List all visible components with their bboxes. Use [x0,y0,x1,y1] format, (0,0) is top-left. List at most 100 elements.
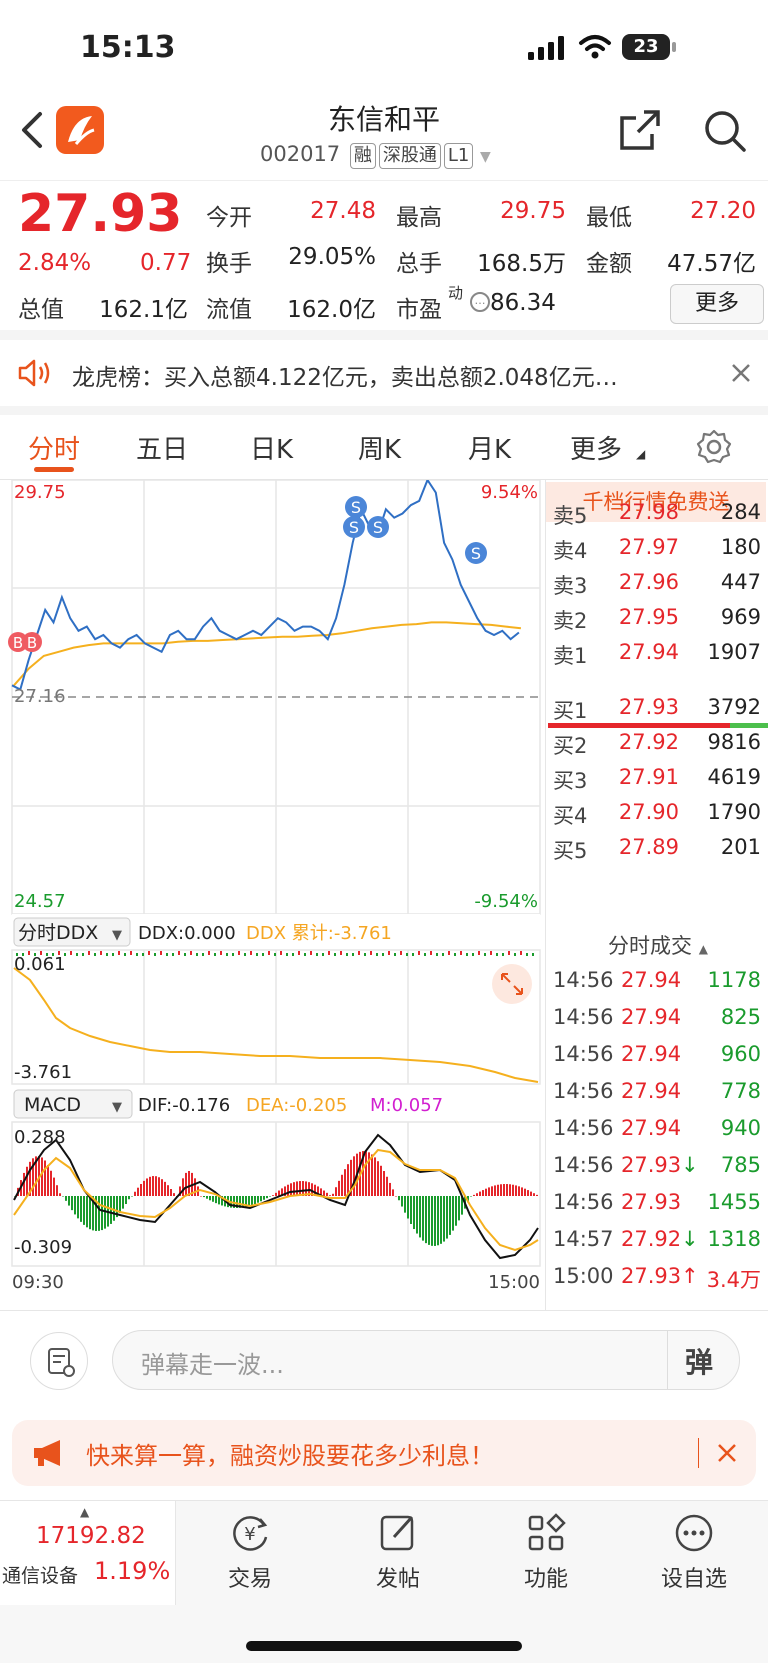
ask-row[interactable]: 卖3 27.96 447 [553,564,763,601]
last-price: 27.93 [18,184,183,244]
stat-value-mktcap: 162.1亿 [99,297,188,323]
ask-row[interactable]: 卖5 27.98 284 [553,494,763,531]
macd-bar [518,1186,520,1196]
macd-bar [209,1196,211,1201]
bid-row[interactable]: 买5 27.89 201 [553,829,763,866]
buy-marker[interactable]: B [22,632,42,652]
spacer [0,406,768,415]
ddx-bar [214,953,216,956]
buy-marker[interactable]: B [8,632,28,652]
battery-icon: 23 [622,34,670,60]
macd-selector[interactable] [13,1089,133,1119]
trade-time: 14:56 [553,968,614,992]
macd-dea: DEA:-0.205 [246,1095,347,1116]
macd-bar [119,1196,121,1214]
intraday-chart[interactable]: 29.75 9.54% 27.16 24.57 -9.54% B B S S S… [0,480,545,1310]
macd-dif-line [13,1133,539,1260]
ask-level: 卖3 [553,574,588,598]
tab-more[interactable]: 更多 [570,435,623,465]
add-watchlist-button[interactable]: 设自选 [644,1511,744,1593]
settings-gear-icon[interactable] [696,429,732,465]
back-icon[interactable] [16,110,46,150]
function-button[interactable]: 功能 [496,1511,596,1593]
ask-row[interactable]: 卖1 27.94 1907 [553,634,763,671]
y-high-label: 29.75 [14,482,66,503]
macd-bar [446,1196,448,1239]
macd-bar [95,1196,97,1231]
danmu-toggle-icon[interactable]: 弹 [685,1346,714,1379]
macd-bar [272,1195,274,1196]
close-icon[interactable] [716,1442,738,1464]
ask-row[interactable]: 卖4 27.97 180 [553,529,763,566]
macd-bar [236,1196,238,1208]
stat-value-low: 27.20 [690,198,756,224]
app-logo [56,106,104,154]
depth-promo-button[interactable]: 千档行情免费送 [546,482,766,522]
document-settings-icon [48,1348,75,1377]
sell-marker[interactable]: S [465,542,487,564]
stock-code: 002017 [260,142,341,166]
macd-bar [125,1196,127,1205]
sell-marker[interactable]: S [343,516,365,538]
bid-row[interactable]: 买2 27.92 9816 [553,724,763,761]
expand-icon[interactable] [492,964,532,1004]
danmu-settings-button[interactable] [30,1332,88,1390]
trade-volume: 785 [720,1153,761,1177]
ddx-bar [148,951,150,955]
trades-title[interactable]: 分时成交 ▲ [553,930,763,960]
tab-5day[interactable]: 五日 [136,435,189,465]
sell-marker[interactable]: S [367,516,389,538]
ddx-selector[interactable] [13,917,131,947]
bottom-toolbar: ▲ 17192.82 通信设备 1.19% ¥ 交易 发帖 功能 设自选 [0,1500,768,1663]
ddx-bar [184,953,186,956]
tab-weekly-k[interactable]: 周K [358,435,402,465]
trade-price: 27.94 [621,1042,682,1066]
ddx-bar [262,953,264,956]
stat-label-mktcap: 总值 [18,297,64,323]
ddx-bar [490,951,492,955]
logo-icon [68,116,95,145]
macd-bar [56,1185,58,1196]
tab-intraday[interactable]: 分时 [28,435,81,465]
bid-row[interactable]: 买1 27.93 3792 [553,689,763,726]
sell-marker-label: S [351,498,361,517]
dragon-tiger-banner[interactable]: 龙虎榜：买入总额4.122亿元，卖出总额2.048亿元… [0,340,768,406]
macd-bar [434,1196,436,1246]
post-button[interactable]: 发帖 [348,1511,448,1593]
info-icon[interactable]: … [470,292,490,312]
dropdown-icon[interactable]: ▼ [480,149,491,165]
more-stats-button[interactable]: 更多 [670,284,764,324]
macd-bar [485,1188,487,1196]
macd-bar [32,1158,34,1196]
macd-bar [200,1196,202,1197]
stat-label-high: 最高 [396,205,442,231]
index-ticker[interactable]: ▲ 17192.82 通信设备 1.19% [0,1501,176,1605]
sell-marker[interactable]: S [345,496,367,518]
tab-daily-k[interactable]: 日K [250,435,294,465]
macd-bar [173,1193,175,1196]
bid-row[interactable]: 买4 27.90 1790 [553,794,763,831]
close-icon[interactable] [730,362,752,384]
home-indicator[interactable] [246,1641,522,1651]
bid-row[interactable]: 买3 27.91 4619 [553,759,763,796]
macd-bar [425,1196,427,1244]
macd-bar [455,1196,457,1226]
add-watchlist-label: 设自选 [660,1567,727,1592]
ddx-bar [412,953,414,956]
promo-text: 快来算一算，融资炒股要花多少利息！ [86,1442,494,1470]
bid-level: 买1 [553,699,588,723]
search-icon[interactable] [702,108,748,154]
macd-bar [47,1164,49,1196]
ddx-bar [52,953,54,956]
macd-bar [167,1185,169,1196]
tab-monthly-k[interactable]: 月K [468,435,512,465]
divider [0,180,768,181]
trade-button[interactable]: ¥ 交易 [200,1511,300,1593]
macd-bar [275,1192,277,1196]
ask-row[interactable]: 卖2 27.95 969 [553,599,763,636]
macd-bar [23,1172,25,1196]
danmu-input[interactable]: 弹幕走一波... 弹 [112,1330,740,1390]
margin-promo-banner[interactable]: 快来算一算，融资炒股要花多少利息！ [12,1420,756,1486]
macd-bar [398,1196,400,1201]
share-icon[interactable] [618,108,662,152]
